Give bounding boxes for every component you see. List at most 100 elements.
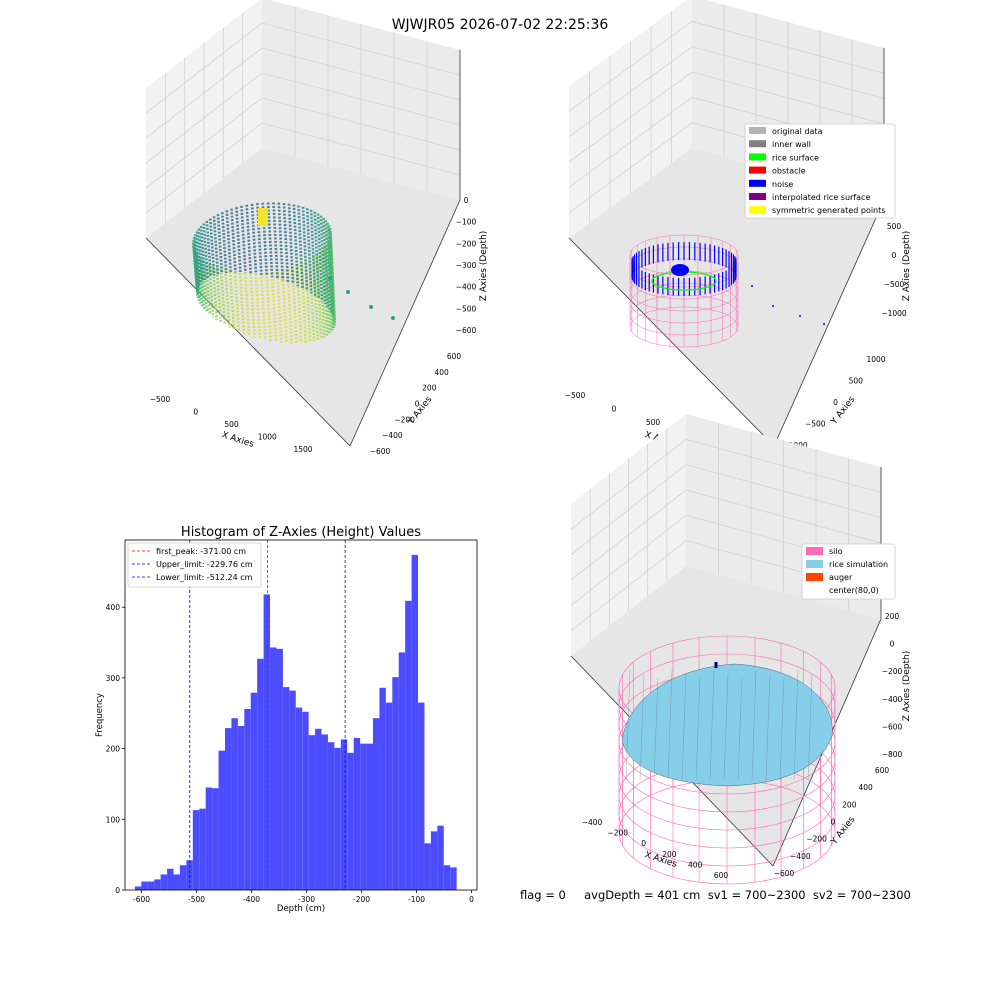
legend-swatch: [749, 193, 766, 200]
panel1-y-tick: −600: [370, 447, 391, 456]
histogram-bar: [231, 718, 238, 890]
panel1-y-label: Y Axies: [406, 395, 435, 428]
point-column: [238, 272, 246, 334]
panel1-x-tick: 500: [224, 420, 239, 429]
point-column: [259, 273, 267, 341]
panel3-title: Histogram of Z-Axies (Height) Values: [181, 525, 421, 540]
histogram-bar: [321, 734, 328, 890]
panel3-x-label: Depth (cm): [277, 904, 325, 914]
rice-mesh: [751, 669, 757, 781]
histogram-bar: [398, 652, 406, 890]
panel3-x-tick: -300: [298, 895, 315, 904]
legend-frame: [744, 123, 896, 219]
histogram-bar: [257, 658, 264, 890]
histogram-bar: [360, 743, 367, 890]
point-column: [322, 217, 329, 308]
histogram-bar: [334, 747, 341, 890]
panel4-y-tick: 0: [831, 818, 836, 827]
point-column: [212, 216, 220, 275]
histogram-bar: [302, 711, 309, 890]
point-column: [194, 234, 201, 286]
point-column: [319, 215, 327, 305]
histogram-bar: [385, 702, 393, 890]
point-column: [300, 263, 308, 343]
noise-point: [799, 315, 801, 317]
histogram-bar: [199, 808, 206, 890]
panel4-z-tick: 200: [885, 612, 900, 621]
panel3-x-tick: -500: [188, 895, 205, 904]
point-column: [305, 208, 313, 294]
panel1-x-axis-line: [145, 237, 351, 447]
legend-swatch: [749, 127, 766, 134]
panel4-y-tick: −400: [790, 852, 811, 861]
panel4-x-tick: 0: [641, 839, 646, 848]
panel1-x-tick: 1000: [258, 433, 277, 442]
point-column: [195, 231, 203, 284]
histogram-bar: [443, 865, 451, 890]
panel2-z-label: Z Axies (Depth): [902, 231, 912, 302]
point-column: [308, 259, 316, 342]
point-column: [249, 273, 256, 338]
histogram-bar: [244, 708, 251, 890]
point-column: [245, 204, 252, 274]
point-column: [272, 202, 279, 279]
histogram-bar: [205, 787, 213, 890]
point-column: [281, 270, 288, 344]
panel1-y-axis-line: [349, 199, 461, 447]
histogram-bar: [379, 687, 386, 890]
outlier-point: [391, 316, 395, 320]
histogram-bar: [141, 881, 148, 890]
legend-swatch: [749, 166, 766, 174]
legend-swatch: [749, 206, 766, 214]
histogram-bar: [237, 725, 245, 890]
histogram-bar: [405, 600, 412, 890]
panel4-x-tick: 600: [714, 871, 729, 880]
panel4-y-tick: −200: [806, 835, 827, 844]
point-column: [224, 270, 231, 328]
point-column: [208, 218, 216, 276]
panel3-x-tick: -200: [353, 895, 370, 904]
histogram-bar: [327, 742, 335, 890]
histogram-bar: [276, 648, 283, 890]
panel2-z-tick: 500: [887, 222, 902, 231]
rice-mesh: [807, 673, 813, 781]
histogram-bar: [392, 677, 399, 890]
histogram-bar: [160, 874, 168, 890]
legend-frame: [127, 542, 262, 588]
panel1-x-tick: 0: [193, 408, 198, 417]
panel2-y-axis-line: [773, 199, 885, 447]
histogram-bar: [173, 874, 180, 890]
point-column: [282, 203, 290, 283]
panel1-z-tick: −400: [456, 283, 477, 292]
panel4-x-tick: 200: [662, 850, 677, 859]
point-column: [207, 264, 215, 318]
noise-cluster: [671, 264, 689, 276]
panel4-z-tick: −400: [882, 695, 903, 704]
panel1-gridline: [145, 47, 461, 139]
histogram-bar: [347, 752, 354, 890]
panel1-x-tick: 1500: [293, 445, 312, 454]
legend-label: obstacle: [772, 167, 806, 176]
panel4-z-tick: −800: [882, 750, 903, 759]
rice-mesh: [667, 669, 673, 781]
panel4-gridline: [570, 438, 882, 530]
panel1-y-tick: −200: [394, 415, 415, 424]
panel1-z-tick: −300: [456, 261, 477, 270]
panel3-x-tick: 0: [469, 895, 474, 904]
panel1-z-label: Z Axies (Depth): [479, 231, 489, 302]
panel1-z-tick: −200: [456, 239, 477, 248]
histogram-bar: [167, 868, 174, 890]
histogram-bar: [450, 867, 457, 890]
histogram-bar: [179, 865, 187, 890]
point-column: [316, 213, 324, 302]
panel4-z-tick: −600: [882, 722, 903, 731]
point-column: [250, 203, 258, 274]
panel1-z-tick: 0: [464, 196, 469, 205]
panel1-x-tick: −500: [150, 395, 171, 404]
point-column: [292, 204, 300, 287]
point-column: [219, 269, 227, 326]
panel2-y-tick: −500: [805, 420, 826, 429]
legend-label: original data: [772, 127, 823, 136]
panel1-y-tick: 600: [447, 352, 462, 361]
histogram-bar: [289, 690, 296, 890]
